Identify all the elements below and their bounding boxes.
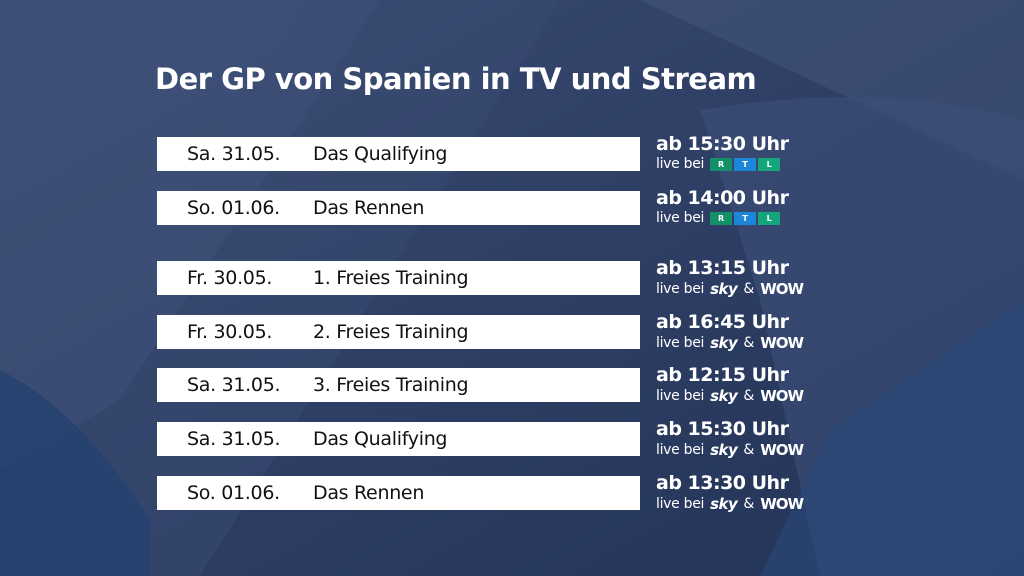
live-label: live bei (656, 496, 705, 512)
row-date: Fr. 30.05. (187, 267, 273, 289)
wow-logo: WOW (760, 441, 804, 459)
row-broadcaster: live bei sky & WOW (656, 387, 804, 405)
sky-logo: sky (710, 280, 738, 298)
schedule-row: Fr. 30.05. 1. Freies Training ab 13:15 U… (157, 257, 817, 299)
schedule-row: Sa. 31.05. 3. Freies Training ab 12:15 U… (157, 364, 817, 406)
page-title: Der GP von Spanien in TV und Stream (155, 62, 757, 96)
row-session: 2. Freies Training (313, 321, 469, 343)
rtl-logo-r: R (710, 211, 733, 225)
wow-logo: WOW (760, 495, 804, 513)
row-broadcaster: live bei sky & WOW (656, 495, 804, 513)
row-date: Sa. 31.05. (187, 143, 281, 165)
row-date: So. 01.06. (187, 482, 280, 504)
row-broadcaster: live bei sky & WOW (656, 441, 804, 459)
row-bar: Fr. 30.05. 2. Freies Training (157, 315, 640, 349)
sky-logo: sky (710, 441, 738, 459)
wow-logo: WOW (760, 280, 804, 298)
rtl-logo: R T L (710, 211, 781, 225)
ampersand: & (743, 388, 755, 404)
row-broadcaster: live bei sky & WOW (656, 334, 804, 352)
row-broadcaster: live bei sky & WOW (656, 280, 804, 298)
schedule-row: Sa. 31.05. Das Qualifying ab 15:30 Uhr l… (157, 133, 817, 175)
row-session: Das Rennen (313, 482, 425, 504)
sky-logo: sky (710, 495, 738, 513)
row-date: Sa. 31.05. (187, 428, 281, 450)
wow-logo: WOW (760, 387, 804, 405)
row-session: Das Qualifying (313, 143, 448, 165)
row-date: Sa. 31.05. (187, 374, 281, 396)
row-session: Das Qualifying (313, 428, 448, 450)
schedule-row: So. 01.06. Das Rennen ab 14:00 Uhr live … (157, 187, 817, 229)
row-session: 1. Freies Training (313, 267, 469, 289)
row-bar: Sa. 31.05. Das Qualifying (157, 422, 640, 456)
row-date: Fr. 30.05. (187, 321, 273, 343)
row-date: So. 01.06. (187, 197, 280, 219)
sky-logo: sky (710, 387, 738, 405)
row-bar: So. 01.06. Das Rennen (157, 476, 640, 510)
rtl-logo: R T L (710, 157, 781, 171)
row-time: ab 15:30 Uhr (656, 418, 789, 440)
schedule-row: So. 01.06. Das Rennen ab 13:30 Uhr live … (157, 472, 817, 514)
rtl-logo-t: T (734, 157, 757, 171)
ampersand: & (743, 281, 755, 297)
row-broadcaster: live bei R T L (656, 156, 781, 172)
rtl-logo-l: L (758, 157, 781, 171)
row-time: ab 13:30 Uhr (656, 472, 789, 494)
row-time: ab 13:15 Uhr (656, 257, 789, 279)
schedule-row: Fr. 30.05. 2. Freies Training ab 16:45 U… (157, 311, 817, 353)
rtl-logo-t: T (734, 211, 757, 225)
row-bar: So. 01.06. Das Rennen (157, 191, 640, 225)
row-time: ab 16:45 Uhr (656, 311, 789, 333)
row-session: Das Rennen (313, 197, 425, 219)
row-bar: Sa. 31.05. Das Qualifying (157, 137, 640, 171)
rtl-logo-l: L (758, 211, 781, 225)
ampersand: & (743, 442, 755, 458)
row-session: 3. Freies Training (313, 374, 469, 396)
live-label: live bei (656, 442, 705, 458)
row-bar: Sa. 31.05. 3. Freies Training (157, 368, 640, 402)
row-time: ab 14:00 Uhr (656, 187, 789, 209)
live-label: live bei (656, 156, 705, 172)
row-time: ab 15:30 Uhr (656, 133, 789, 155)
live-label: live bei (656, 388, 705, 404)
rtl-logo-r: R (710, 157, 733, 171)
live-label: live bei (656, 281, 705, 297)
sky-logo: sky (710, 334, 738, 352)
live-label: live bei (656, 210, 705, 226)
row-bar: Fr. 30.05. 1. Freies Training (157, 261, 640, 295)
wow-logo: WOW (760, 334, 804, 352)
schedule-row: Sa. 31.05. Das Qualifying ab 15:30 Uhr l… (157, 418, 817, 460)
row-time: ab 12:15 Uhr (656, 364, 789, 386)
row-broadcaster: live bei R T L (656, 210, 781, 226)
ampersand: & (743, 496, 755, 512)
ampersand: & (743, 335, 755, 351)
live-label: live bei (656, 335, 705, 351)
